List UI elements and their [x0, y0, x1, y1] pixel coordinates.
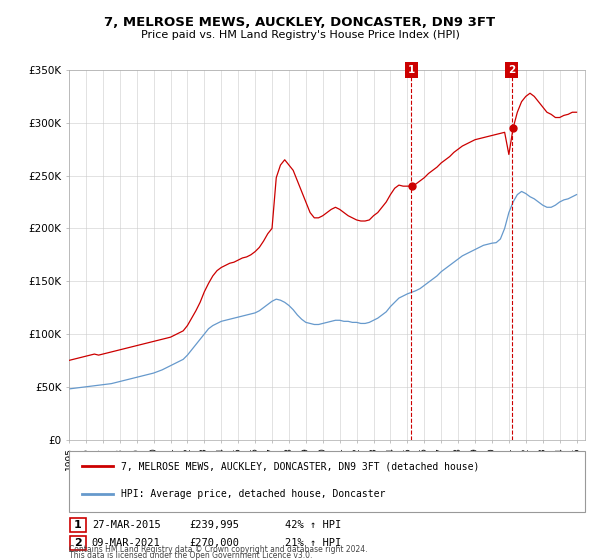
- Text: This data is licensed under the Open Government Licence v3.0.: This data is licensed under the Open Gov…: [69, 551, 313, 560]
- Text: £270,000: £270,000: [189, 538, 239, 548]
- Text: 27-MAR-2015: 27-MAR-2015: [92, 520, 161, 530]
- Text: 2: 2: [508, 65, 515, 75]
- Text: 7, MELROSE MEWS, AUCKLEY, DONCASTER, DN9 3FT (detached house): 7, MELROSE MEWS, AUCKLEY, DONCASTER, DN9…: [121, 461, 479, 471]
- Text: 1: 1: [74, 520, 82, 530]
- Text: 21% ↑ HPI: 21% ↑ HPI: [285, 538, 341, 548]
- Text: 2: 2: [74, 538, 82, 548]
- Text: Contains HM Land Registry data © Crown copyright and database right 2024.: Contains HM Land Registry data © Crown c…: [69, 545, 367, 554]
- Text: £239,995: £239,995: [189, 520, 239, 530]
- Text: HPI: Average price, detached house, Doncaster: HPI: Average price, detached house, Donc…: [121, 489, 385, 499]
- Text: 7, MELROSE MEWS, AUCKLEY, DONCASTER, DN9 3FT: 7, MELROSE MEWS, AUCKLEY, DONCASTER, DN9…: [104, 16, 496, 29]
- Text: Price paid vs. HM Land Registry's House Price Index (HPI): Price paid vs. HM Land Registry's House …: [140, 30, 460, 40]
- Text: 42% ↑ HPI: 42% ↑ HPI: [285, 520, 341, 530]
- Text: 1: 1: [407, 65, 415, 75]
- Text: 09-MAR-2021: 09-MAR-2021: [92, 538, 161, 548]
